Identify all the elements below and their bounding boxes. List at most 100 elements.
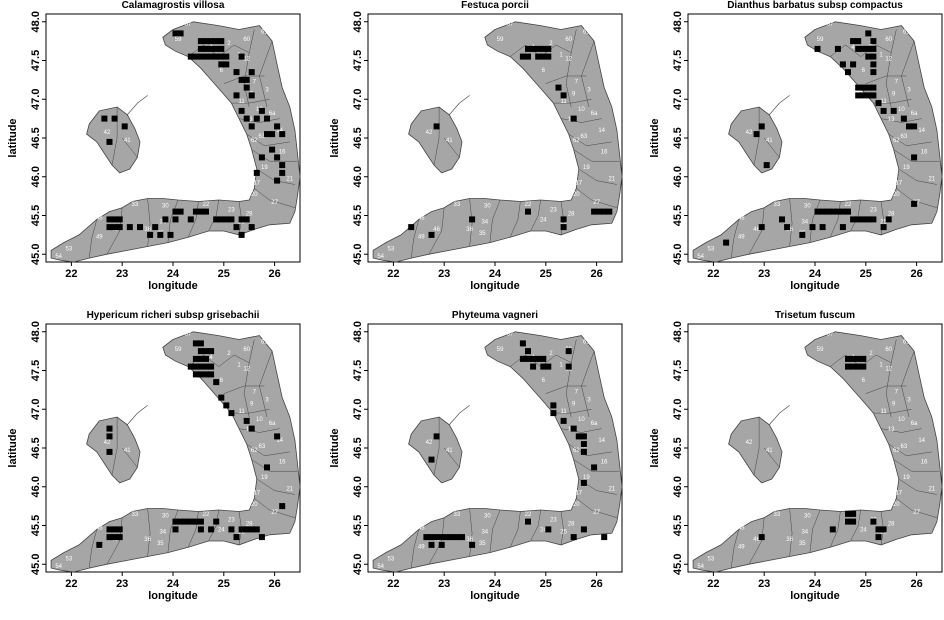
region-label: 27 bbox=[593, 200, 600, 206]
y-tick-label: 47.0 bbox=[672, 399, 684, 420]
region-boundary bbox=[489, 509, 501, 553]
occurrence-point bbox=[865, 84, 872, 91]
region-label: 16 bbox=[921, 150, 928, 156]
region-label: 12 bbox=[243, 367, 250, 373]
region-boundary bbox=[560, 428, 602, 433]
occurrence-point bbox=[106, 526, 113, 533]
occurrence-point bbox=[116, 534, 123, 541]
region-label: 2 bbox=[227, 41, 231, 47]
occurrence-point bbox=[243, 115, 250, 122]
region-label: 54 bbox=[697, 254, 704, 260]
occurrence-point bbox=[870, 92, 877, 99]
region-label: 1 bbox=[237, 363, 241, 369]
region-boundary bbox=[251, 149, 298, 162]
panel-title: Trisetum fuscum bbox=[774, 310, 856, 321]
y-tick-label: 46.5 bbox=[30, 127, 42, 148]
x-tick-label: 26 bbox=[590, 578, 602, 590]
occurrence-point bbox=[545, 45, 552, 52]
region-boundary bbox=[573, 459, 620, 472]
occurrence-point bbox=[213, 45, 220, 52]
occurrence-point bbox=[525, 208, 531, 215]
region-label: 14 bbox=[918, 128, 925, 134]
region-label: 9 bbox=[572, 91, 576, 97]
occurrence-point bbox=[101, 115, 108, 122]
region-label: 25 bbox=[560, 529, 567, 535]
occurrence-point bbox=[238, 107, 245, 114]
occurrence-point bbox=[596, 208, 603, 215]
region-label: 59 bbox=[497, 347, 504, 353]
region-label: 53 bbox=[66, 246, 73, 252]
region-boundary bbox=[122, 447, 138, 468]
occurrence-point bbox=[540, 45, 547, 52]
region-label: 57 bbox=[185, 332, 192, 338]
region-label: 36 bbox=[466, 227, 473, 233]
map-panel: Phyteuma vagneri123467910111213141617192… bbox=[330, 310, 630, 610]
occurrence-point bbox=[253, 169, 260, 176]
region-label: 9 bbox=[250, 401, 254, 407]
region-label: 36 bbox=[144, 227, 151, 233]
region-boundary bbox=[901, 351, 915, 418]
region-label: 19 bbox=[903, 165, 910, 171]
occurrence-point bbox=[469, 541, 476, 548]
occurrence-point bbox=[580, 479, 587, 486]
region-boundary bbox=[568, 443, 612, 457]
x-tick-label: 23 bbox=[116, 578, 128, 590]
region-label: 21 bbox=[286, 487, 293, 493]
occurrence-point bbox=[197, 53, 204, 60]
region-label: 30 bbox=[162, 204, 169, 210]
region-boundary bbox=[730, 219, 740, 259]
region-label: 7 bbox=[895, 390, 899, 396]
region-label: 19 bbox=[583, 475, 590, 481]
region-label: 60 bbox=[565, 37, 572, 43]
occurrence-point bbox=[758, 224, 765, 231]
region-label: 28 bbox=[246, 522, 253, 528]
occurrence-point bbox=[580, 526, 587, 533]
occurrence-point bbox=[911, 200, 918, 207]
occurrence-point bbox=[233, 69, 240, 76]
occurrence-point bbox=[763, 162, 770, 169]
y-tick-label: 46.0 bbox=[352, 476, 364, 497]
occurrence-point bbox=[423, 534, 430, 541]
region-boundary bbox=[893, 459, 940, 472]
region-boundary bbox=[147, 508, 151, 557]
region-boundary bbox=[208, 509, 219, 542]
region-boundary bbox=[243, 29, 255, 108]
occurrence-point bbox=[106, 224, 113, 231]
occurrence-point bbox=[192, 371, 199, 378]
occurrence-point bbox=[223, 402, 230, 409]
region-label: 61 bbox=[261, 339, 268, 345]
occurrence-point bbox=[106, 448, 113, 455]
region-label: 17 bbox=[253, 181, 260, 187]
occurrence-point bbox=[850, 216, 857, 223]
apuseni-region bbox=[86, 416, 141, 484]
y-tick-label: 45.0 bbox=[672, 554, 684, 575]
y-tick-label: 45.5 bbox=[30, 205, 42, 226]
region-label: 14 bbox=[276, 128, 283, 134]
occurrence-point bbox=[443, 534, 450, 541]
occurrence-point bbox=[570, 425, 577, 432]
occurrence-point bbox=[203, 348, 209, 355]
occurrence-point bbox=[535, 45, 542, 52]
region-boundary bbox=[885, 339, 897, 418]
occurrence-point bbox=[274, 433, 281, 440]
region-label: 20 bbox=[573, 192, 580, 198]
region-label: 16 bbox=[279, 150, 286, 156]
occurrence-point bbox=[433, 534, 440, 541]
x-tick-label: 23 bbox=[116, 268, 128, 280]
region-label: 4 bbox=[851, 45, 855, 51]
occurrence-point bbox=[870, 38, 877, 45]
region-label: 48 bbox=[96, 525, 103, 531]
occurrence-point bbox=[137, 224, 143, 231]
x-tick-label: 24 bbox=[809, 268, 822, 280]
region-label: 24 bbox=[860, 528, 867, 534]
occurrence-point bbox=[865, 216, 872, 223]
occurrence-point bbox=[870, 84, 877, 91]
region-label: 49 bbox=[418, 545, 425, 551]
region-label: 60 bbox=[885, 37, 892, 43]
x-tick-label: 26 bbox=[590, 268, 602, 280]
region-label: 54 bbox=[55, 254, 62, 260]
occurrence-point bbox=[560, 417, 567, 424]
y-tick-label: 46.5 bbox=[352, 437, 364, 458]
region-boundary bbox=[88, 219, 98, 259]
occurrence-point bbox=[784, 224, 791, 231]
